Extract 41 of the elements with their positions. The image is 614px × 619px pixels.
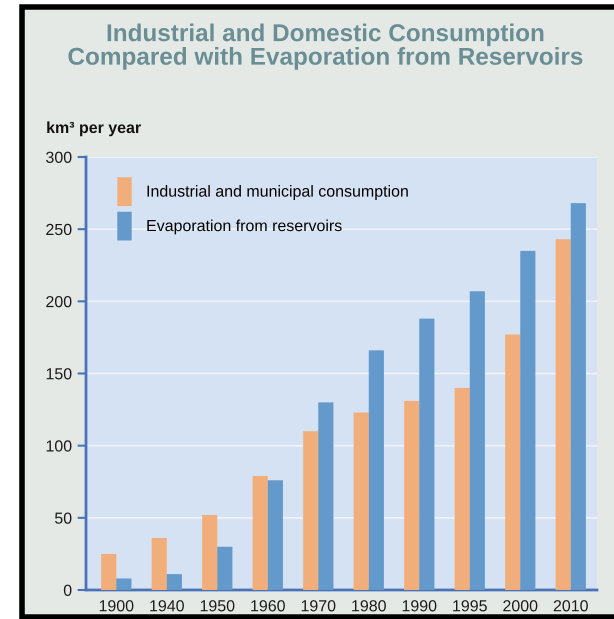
bar [217,546,232,590]
x-tick-label: 1940 [150,600,184,612]
y-tick-label: 300 [46,152,72,163]
y-tick-label: 250 [46,224,72,236]
chart-title: Industrial and Domestic Consumption Compared with Evaporation from Reservoirs [68,24,582,70]
bar [556,239,571,590]
bar [101,554,116,590]
bar [354,412,369,590]
x-tick-label: 1900 [100,600,134,612]
bar [166,574,182,590]
legend-label: Evaporation from reservoirs [147,219,342,234]
bar [268,480,283,590]
bar [303,431,318,590]
bar [318,402,334,590]
bar [252,476,268,590]
bar [152,538,167,590]
x-tick-label: 1990 [402,600,436,612]
y-tick-label: 150 [46,368,72,380]
legend-label: Industrial and municipal consumption [148,185,408,200]
bar [505,334,520,590]
bar [202,514,218,590]
y-tick-label: 200 [46,296,72,308]
bar [470,291,485,590]
bar [419,318,434,590]
bar [116,578,132,590]
y-tick-label: 100 [46,440,72,452]
x-tick-label: 2010 [554,600,588,612]
y-axis-title: km³ per year [47,121,141,136]
bar [454,388,470,590]
x-tick-label: 1960 [251,600,285,612]
x-tick-label: 1970 [302,600,336,612]
bar [570,203,586,590]
bar [520,250,536,590]
x-tick-label: 2000 [503,600,538,612]
bar [368,350,384,590]
y-tick-label: 50 [54,512,72,524]
x-tick-label: 1950 [200,600,234,612]
x-tick-label: 1980 [352,600,386,612]
x-tick-label: 1995 [453,600,487,612]
y-tick-label: 0 [64,584,72,596]
bar [404,400,420,590]
